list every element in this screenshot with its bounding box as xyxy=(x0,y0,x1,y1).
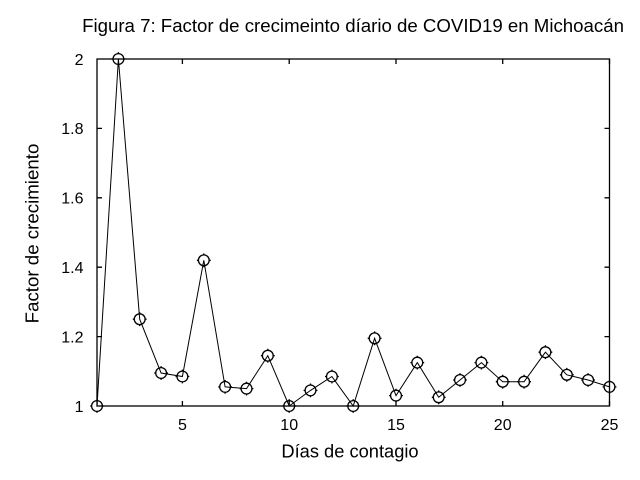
svg-text:20: 20 xyxy=(494,417,512,434)
svg-text:Figura 7: Factor de crecimeint: Figura 7: Factor de crecimeinto díario d… xyxy=(82,15,624,36)
svg-text:1.4: 1.4 xyxy=(61,260,83,277)
svg-text:Días de contagio: Días de contagio xyxy=(281,441,418,462)
svg-text:5: 5 xyxy=(178,417,187,434)
svg-text:25: 25 xyxy=(601,417,619,434)
svg-text:15: 15 xyxy=(387,417,405,434)
svg-text:1.2: 1.2 xyxy=(61,329,83,346)
svg-text:Factor de crecimiento: Factor de crecimiento xyxy=(22,144,43,324)
svg-text:1.6: 1.6 xyxy=(61,191,83,208)
svg-text:1: 1 xyxy=(75,399,84,416)
svg-text:10: 10 xyxy=(280,417,298,434)
svg-text:2: 2 xyxy=(75,52,84,69)
svg-text:1.8: 1.8 xyxy=(61,121,83,138)
